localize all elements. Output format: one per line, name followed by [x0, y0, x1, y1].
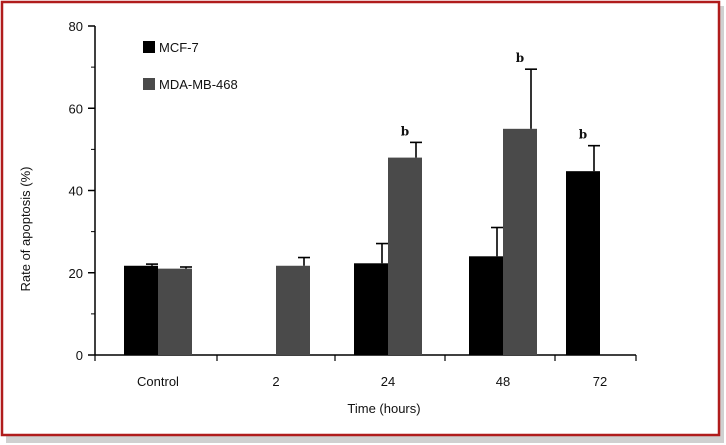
- bar-mda-48: [503, 128, 537, 355]
- y-axis-title: Rate of apoptosis (%): [18, 166, 33, 291]
- x-tick-label: Control: [137, 374, 179, 389]
- x-axis-title: Time (hours): [347, 401, 420, 416]
- significance-label: b: [579, 128, 587, 142]
- y-tick-label: 40: [69, 184, 83, 199]
- y-ticks: 0 20 40 60 80: [69, 19, 95, 363]
- legend-label-mda: MDA-MB-468: [159, 77, 238, 92]
- bars: [124, 128, 600, 355]
- x-tick-label: 2: [272, 374, 279, 389]
- significance-label: b: [401, 124, 409, 138]
- bar-mcf7-24: [354, 263, 388, 355]
- y-tick-label: 60: [69, 101, 83, 116]
- bar-mda-2: [276, 265, 310, 355]
- y-tick-label: 0: [76, 348, 83, 363]
- legend-swatch-mcf7: [143, 41, 155, 53]
- legend-label-mcf7: MCF-7: [159, 40, 199, 55]
- bar-mcf7-72: [566, 171, 600, 355]
- bar-mda-control: [158, 268, 192, 355]
- bar-mcf7-control: [124, 265, 158, 355]
- frame-border: [0, 0, 721, 437]
- significance-label: b: [516, 51, 524, 65]
- bar-mcf7-48: [469, 256, 503, 355]
- error-bars: [146, 68, 600, 269]
- x-tick-label: 24: [381, 374, 395, 389]
- x-ticks: Control 2 24 48 72: [94, 355, 637, 389]
- x-tick-label: 48: [496, 374, 510, 389]
- bar-mda-24: [388, 157, 422, 355]
- legend-swatch-mda: [143, 78, 155, 90]
- legend: MCF-7 MDA-MB-468: [143, 40, 238, 92]
- x-tick-label: 72: [593, 374, 607, 389]
- y-tick-label: 80: [69, 19, 83, 34]
- significance-marks: b b b: [401, 51, 587, 141]
- y-tick-label: 20: [69, 266, 83, 281]
